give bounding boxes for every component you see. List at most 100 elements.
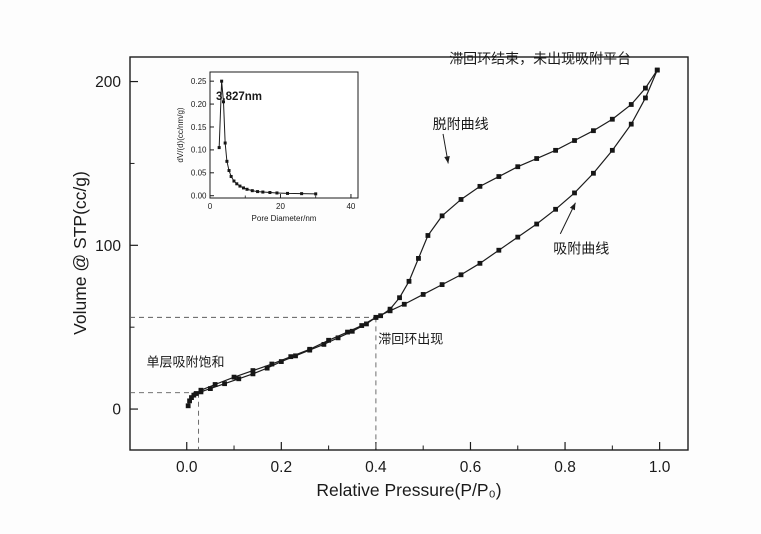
adsorption-curve-marker: [264, 365, 270, 371]
pore-distribution-marker: [229, 174, 233, 178]
desorption-curve-marker: [307, 346, 313, 352]
pore-distribution-marker: [225, 159, 229, 163]
pore-distribution-marker: [314, 192, 318, 196]
hysteresis-end-note: 滞回环结束，未出现吸附平台: [449, 51, 631, 67]
desorption-curve-marker: [654, 67, 660, 73]
x-tick-label: 1.0: [649, 459, 671, 476]
isotherm-curves: [185, 67, 660, 409]
desorption-curve-marker: [250, 368, 256, 373]
desorption-curve-marker: [359, 323, 365, 328]
pore-distribution-marker: [238, 184, 242, 188]
pore-size-inset: 0 20 40 0.00 0.05 0.10 0.15 0.20 0.25: [191, 71, 359, 211]
desorption-curve-marker: [269, 361, 275, 367]
adsorption-curve-marker: [458, 272, 464, 278]
dashed-guides: [130, 316, 377, 450]
inset-y-tick-label: 0.00: [191, 192, 207, 201]
adsorption-curve-marker: [207, 386, 213, 391]
inset-y-tick-label: 0.15: [191, 123, 207, 132]
desorption-curve-marker: [345, 329, 350, 335]
adsorption-curve-marker: [572, 190, 577, 196]
pore-distribution-marker: [245, 187, 249, 191]
desorption-curve-marker: [591, 128, 596, 134]
adsorption-arrow-head: [569, 202, 576, 211]
desorption-curve-marker: [628, 102, 634, 107]
pore-distribution-marker: [221, 100, 225, 104]
y-tick-label: 0: [112, 402, 121, 419]
desorption-curve-marker: [425, 233, 431, 238]
pore-distribution-marker: [223, 141, 227, 145]
adsorption-curve-label: 吸附曲线: [553, 241, 609, 257]
adsorption-curve-marker: [628, 121, 634, 127]
adsorption-curve-marker: [515, 234, 521, 240]
inset-y-tick-label: 0.20: [191, 100, 207, 109]
adsorption-curve-marker: [236, 376, 242, 382]
desorption-curve-marker: [212, 382, 218, 387]
adsorption-curve-marker: [553, 206, 558, 212]
pore-distribution-marker: [286, 191, 290, 195]
inset-peak-diameter-label: 3.827nm: [216, 91, 262, 103]
desorption-curve-marker: [397, 295, 402, 301]
adsorption-curve-marker: [401, 301, 407, 307]
pore-distribution-marker: [241, 186, 245, 190]
y-axis-label: Volume @ STP(cc/g): [70, 171, 90, 335]
adsorption-curve-marker: [420, 292, 426, 297]
desorption-curve-marker: [198, 387, 204, 393]
inset-x-tick-label: 0: [208, 202, 213, 211]
desorption-curve-marker: [553, 147, 558, 153]
pore-distribution-marker: [235, 182, 239, 186]
adsorption-curve-marker: [349, 328, 355, 334]
pore-distribution-marker: [300, 192, 304, 196]
desorption-curve-marker: [534, 156, 540, 161]
adsorption-curve-marker: [496, 247, 502, 253]
adsorption-curve-marker: [643, 95, 648, 101]
adsorption-curve-marker: [609, 147, 615, 153]
hysteresis-onset-label: 滞回环出现: [378, 332, 443, 347]
adsorption-curve-marker: [321, 341, 327, 347]
x-axis-label: Relative Pressure(P/P₀): [316, 480, 501, 500]
adsorption-curve-marker: [293, 353, 298, 359]
x-tick-label: 0.2: [271, 459, 293, 476]
adsorption-curve-marker: [364, 321, 369, 327]
adsorption-curve-marker: [193, 391, 199, 396]
x-tick-label: 0.6: [460, 459, 482, 476]
plot-frame: [129, 56, 689, 451]
inset-frame: [209, 71, 359, 199]
desorption-curve-label: 脱附曲线: [433, 116, 489, 132]
desorption-curve-marker: [406, 278, 412, 284]
desorption-curve-marker: [477, 183, 483, 189]
desorption-curve-marker: [231, 374, 237, 380]
adsorption-curve-marker: [250, 371, 256, 377]
desorption-curve-marker: [288, 354, 294, 360]
adsorption-curve-marker: [189, 395, 194, 400]
pore-distribution-marker: [232, 179, 236, 183]
desorption-curve-marker: [326, 337, 332, 343]
desorption-curve-marker: [515, 164, 521, 170]
pore-distribution-marker: [275, 191, 279, 195]
pore-distribution-marker: [256, 190, 260, 194]
x-tick-label: 0.4: [365, 459, 387, 476]
adsorption-curve-marker: [439, 282, 445, 288]
pore-distribution-marker: [268, 191, 272, 195]
pore-distribution-marker: [220, 79, 224, 83]
adsorption-curve-marker: [591, 170, 596, 176]
x-tick-label: 0.8: [554, 459, 576, 476]
inset-x-tick-label: 40: [346, 202, 355, 211]
y-tick-label: 100: [95, 238, 121, 255]
desorption-curve-marker: [378, 313, 384, 319]
adsorption-curve-marker: [477, 260, 483, 266]
desorption-curve-marker: [458, 197, 464, 202]
inset-y-tick-label: 0.10: [191, 146, 207, 155]
desorption-curve-line: [200, 69, 658, 391]
adsorption-curve-marker: [185, 403, 191, 409]
adsorption-curve-marker: [534, 221, 540, 227]
inset-x-axis-label: Pore Diameter/nm: [252, 214, 317, 223]
adsorption-curve-marker: [187, 398, 192, 404]
desorption-curve-marker: [387, 306, 393, 312]
inset-x-tick-label: 20: [276, 202, 285, 211]
pore-distribution-marker: [261, 190, 265, 194]
adsorption-curve-marker: [335, 335, 341, 341]
desorption-curve-marker: [373, 314, 379, 320]
